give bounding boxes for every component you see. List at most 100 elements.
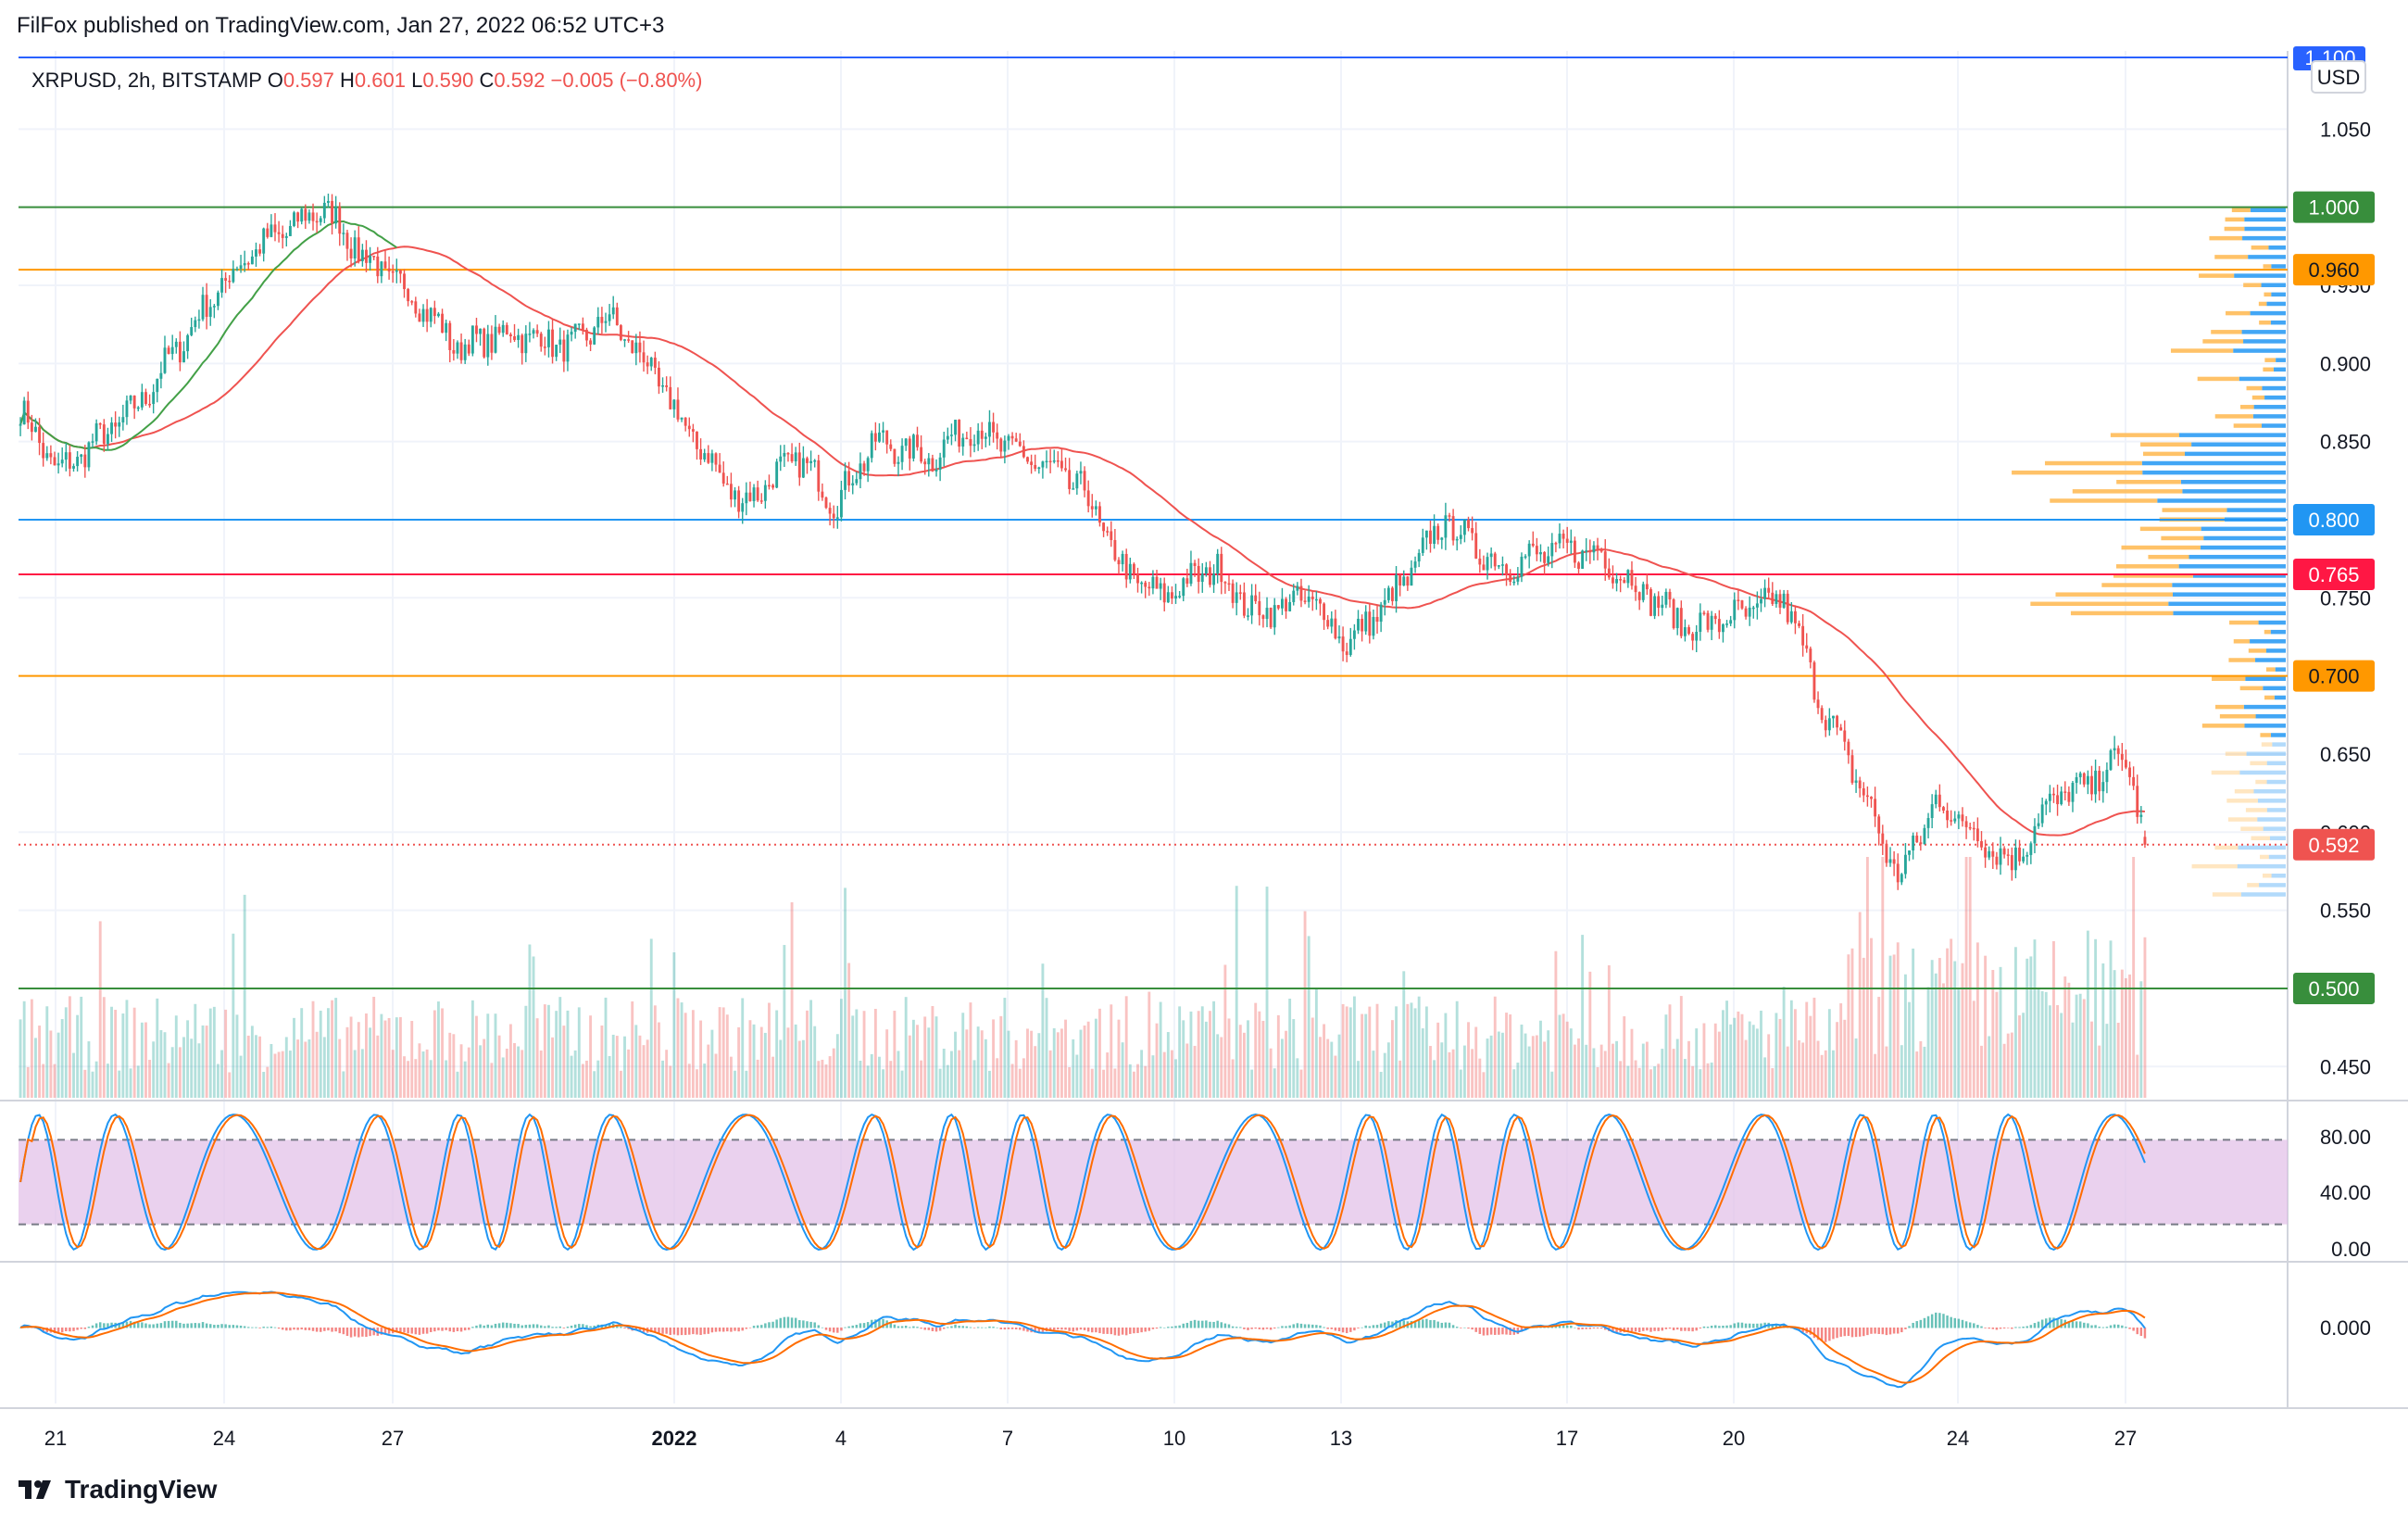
macd-histogram-bar — [874, 1319, 877, 1328]
volume-bar — [828, 1056, 832, 1098]
volume-bar — [1512, 1069, 1516, 1098]
volume-bar — [593, 1071, 596, 1098]
volume-bar — [855, 1009, 859, 1098]
macd-histogram-bar — [573, 1324, 577, 1328]
macd-histogram-bar — [338, 1328, 341, 1334]
macd-histogram-bar — [320, 1328, 322, 1332]
volume-bar — [1220, 1037, 1223, 1098]
volume-bar — [490, 1063, 494, 1098]
candle-body — [1501, 564, 1504, 566]
candle-body — [365, 249, 368, 263]
volume-bar — [1892, 954, 1896, 1098]
volume-bar — [334, 998, 338, 1098]
volume-profile-bar — [2162, 508, 2227, 512]
candle-body — [699, 448, 703, 459]
candle-body — [106, 434, 109, 445]
macd-histogram-bar — [771, 1321, 774, 1328]
volume-bar — [1352, 996, 1356, 1098]
volume-bar — [1030, 1030, 1034, 1098]
volume-bar — [1603, 1051, 1607, 1098]
macd-histogram-bar — [307, 1328, 311, 1330]
macd-histogram-bar — [190, 1323, 193, 1328]
macd-histogram-bar — [1964, 1321, 1968, 1328]
candle-body — [421, 308, 425, 322]
level-badge — [2293, 191, 2375, 223]
macd-histogram-bar — [1874, 1328, 1876, 1334]
volume-profile-bar — [2272, 742, 2286, 747]
volume-bar — [806, 1010, 809, 1098]
volume-profile-bar — [2234, 273, 2286, 278]
macd-histogram-bar — [1489, 1328, 1493, 1335]
candle-body — [806, 458, 809, 463]
macd-histogram-bar — [1760, 1323, 1762, 1328]
candle-body — [1641, 584, 1645, 600]
symbol-legend: XRPUSD, 2h, BITSTAMP O0.597 H0.601 L0.59… — [31, 69, 702, 92]
volume-profile-bar — [2265, 648, 2286, 653]
candle-body — [1615, 579, 1618, 584]
volume-profile-bar — [2180, 479, 2286, 485]
macd-histogram-bar — [1885, 1328, 1888, 1336]
macd-histogram-bar — [1189, 1320, 1193, 1328]
volume-bar — [270, 1043, 273, 1098]
volume-bar — [1204, 1021, 1208, 1098]
candle-body — [2063, 791, 2067, 793]
volume-bar — [486, 1013, 490, 1098]
candle-body — [1968, 826, 1972, 829]
macd-histogram-bar — [380, 1328, 383, 1335]
macd-histogram-bar — [745, 1328, 748, 1329]
macd-histogram-bar — [802, 1320, 805, 1328]
macd-histogram-bar — [421, 1328, 425, 1334]
volume-bar — [319, 1010, 322, 1098]
volume-bar — [98, 921, 102, 1098]
macd-histogram-bar — [1068, 1328, 1071, 1331]
volume-bar — [878, 1056, 881, 1098]
volume-profile-bar — [2197, 376, 2239, 382]
volume-bar — [535, 1018, 539, 1098]
candle-body — [1258, 600, 1261, 616]
candle-body — [885, 430, 889, 445]
macd-histogram-bar — [2071, 1321, 2075, 1328]
candle-body — [42, 443, 45, 459]
volume-bar — [288, 1051, 292, 1098]
candle-body — [873, 433, 877, 442]
volume-profile-bar — [2184, 451, 2286, 457]
volume-profile-bar — [2260, 733, 2271, 737]
macd-histogram-bar — [1060, 1328, 1063, 1330]
macd-histogram-bar — [2040, 1319, 2044, 1328]
macd-histogram-bar — [281, 1328, 284, 1330]
volume-bar — [927, 1027, 931, 1098]
macd-histogram-bar — [1387, 1321, 1390, 1328]
macd-histogram-bar — [1695, 1328, 1698, 1331]
candle-body — [1235, 592, 1238, 603]
candle-body — [2116, 748, 2120, 754]
macd-histogram-bar — [1243, 1328, 1246, 1329]
candle-body — [1090, 506, 1094, 510]
macd-histogram-bar — [547, 1325, 550, 1328]
volume-profile-bar — [2140, 442, 2192, 447]
tradingview-logo[interactable]: TradingView — [17, 1475, 217, 1504]
volume-bar — [1285, 1030, 1287, 1098]
macd-histogram-bar — [103, 1323, 106, 1328]
volume-profile-bar — [2244, 724, 2286, 728]
volume-bar — [2025, 958, 2029, 1098]
candle-body — [1079, 471, 1083, 474]
macd-histogram-bar — [528, 1324, 532, 1328]
volume-bar — [528, 944, 532, 1098]
volume-bar — [570, 1055, 573, 1098]
macd-histogram-bar — [1744, 1323, 1748, 1328]
macd-histogram-bar — [430, 1328, 433, 1332]
volume-bar — [1200, 1006, 1204, 1098]
candle-body — [1763, 587, 1767, 599]
macd-histogram-bar — [912, 1326, 915, 1328]
volume-bar — [56, 1032, 60, 1098]
macd-histogram-bar — [1862, 1328, 1865, 1337]
macd-histogram-bar — [1801, 1328, 1804, 1333]
volume-profile-bar — [2266, 779, 2286, 785]
volume-bar — [1805, 1001, 1809, 1098]
volume-bar — [2132, 857, 2136, 1098]
volume-profile-bar — [2268, 854, 2286, 860]
macd-histogram-bar — [866, 1322, 870, 1328]
volume-bar — [483, 1038, 486, 1098]
candle-body — [1877, 816, 1881, 834]
